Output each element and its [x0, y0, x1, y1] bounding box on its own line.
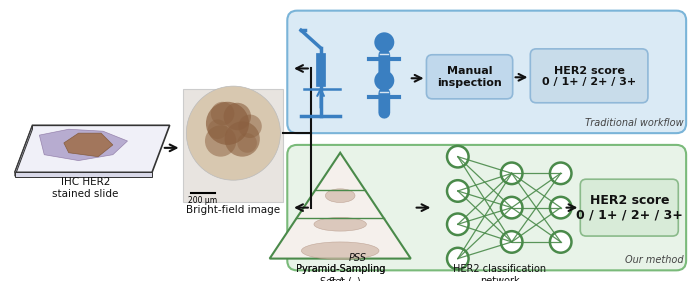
- FancyBboxPatch shape: [183, 89, 284, 202]
- Circle shape: [205, 125, 237, 157]
- FancyBboxPatch shape: [287, 11, 686, 133]
- Circle shape: [447, 248, 468, 269]
- Polygon shape: [270, 153, 411, 259]
- Circle shape: [550, 197, 571, 218]
- Polygon shape: [15, 172, 152, 177]
- Circle shape: [550, 231, 571, 253]
- Text: Traditional workflow: Traditional workflow: [584, 118, 683, 128]
- FancyBboxPatch shape: [531, 49, 648, 103]
- Circle shape: [550, 162, 571, 184]
- Circle shape: [501, 231, 522, 253]
- Text: Bright-field image: Bright-field image: [186, 205, 281, 215]
- Polygon shape: [64, 133, 113, 157]
- Polygon shape: [15, 125, 169, 172]
- FancyBboxPatch shape: [287, 145, 686, 270]
- Circle shape: [225, 121, 260, 157]
- Text: HER2 score
0 / 1+ / 2+ / 3+: HER2 score 0 / 1+ / 2+ / 3+: [542, 65, 636, 87]
- Circle shape: [186, 86, 281, 180]
- Circle shape: [211, 102, 234, 125]
- Circle shape: [238, 115, 262, 138]
- Text: IHC HER2
stained slide: IHC HER2 stained slide: [52, 177, 118, 199]
- Circle shape: [374, 32, 394, 52]
- Circle shape: [223, 103, 251, 130]
- Circle shape: [208, 119, 228, 139]
- FancyBboxPatch shape: [426, 55, 512, 99]
- Circle shape: [447, 214, 468, 235]
- Circle shape: [237, 133, 257, 153]
- Polygon shape: [39, 129, 127, 160]
- Ellipse shape: [326, 189, 355, 203]
- FancyBboxPatch shape: [580, 179, 678, 236]
- Text: HER2 classification
network: HER2 classification network: [454, 264, 547, 281]
- Circle shape: [447, 146, 468, 167]
- Text: HER2 score
0 / 1+ / 2+ / 3+: HER2 score 0 / 1+ / 2+ / 3+: [576, 194, 682, 222]
- Circle shape: [374, 71, 394, 90]
- Ellipse shape: [314, 217, 366, 231]
- Ellipse shape: [302, 242, 379, 260]
- Circle shape: [501, 162, 522, 184]
- Text: 200 μm: 200 μm: [188, 196, 218, 205]
- Text: Pyramid-Sampling
Set (       ): Pyramid-Sampling Set ( ): [295, 264, 385, 281]
- Text: Our method: Our method: [624, 255, 683, 266]
- Text: PSS: PSS: [349, 253, 367, 263]
- Text: Pyramid-Sampling
Set (: Pyramid-Sampling Set (: [295, 264, 385, 281]
- Circle shape: [501, 197, 522, 218]
- Polygon shape: [15, 125, 32, 176]
- Circle shape: [447, 180, 468, 202]
- Text: Manual
inspection: Manual inspection: [438, 67, 502, 88]
- Circle shape: [206, 102, 249, 145]
